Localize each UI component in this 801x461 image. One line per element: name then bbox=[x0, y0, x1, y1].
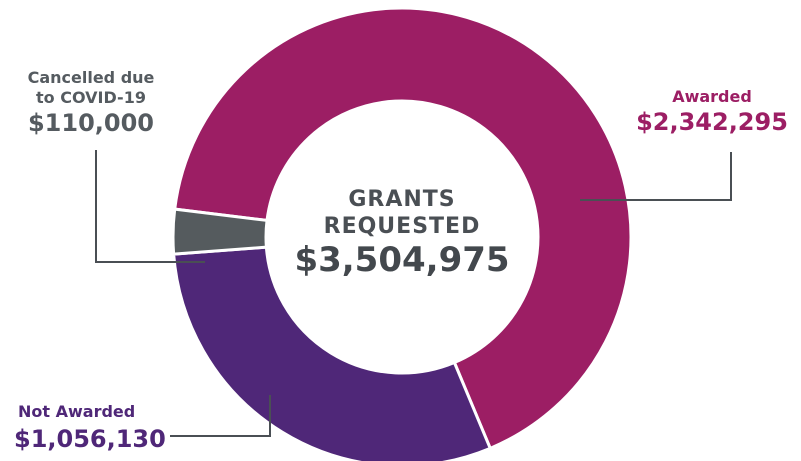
label-awarded: Awarded $2,342,295 bbox=[632, 87, 792, 137]
leader-line-not-awarded bbox=[170, 395, 271, 437]
slice-awarded bbox=[173, 6, 633, 451]
center-total: $3,504,975 bbox=[294, 240, 510, 280]
label-cancelled-name-line2: to COVID-19 bbox=[36, 88, 146, 107]
center-title: GRANTS REQUESTED bbox=[282, 186, 522, 240]
center-title-line2: REQUESTED bbox=[323, 214, 481, 239]
leader-line-cancelled bbox=[95, 150, 205, 263]
label-awarded-name: Awarded bbox=[672, 87, 752, 106]
label-cancelled: Cancelled due to COVID-19 $110,000 bbox=[0, 68, 182, 138]
label-cancelled-value: $110,000 bbox=[27, 109, 154, 137]
label-not-awarded: Not Awarded $1,056,130 bbox=[14, 401, 184, 455]
leader-line-awarded bbox=[580, 152, 732, 201]
slice-not-awarded bbox=[172, 245, 493, 461]
label-not-awarded-name: Not Awarded bbox=[18, 402, 136, 421]
slice-cancelled bbox=[171, 207, 269, 256]
center-label: GRANTS REQUESTED $3,504,975 bbox=[282, 186, 522, 280]
center-title-line1: GRANTS bbox=[348, 187, 456, 212]
label-not-awarded-value: $1,056,130 bbox=[14, 425, 166, 453]
label-cancelled-name-line1: Cancelled due bbox=[27, 68, 155, 87]
label-awarded-value: $2,342,295 bbox=[636, 108, 788, 136]
